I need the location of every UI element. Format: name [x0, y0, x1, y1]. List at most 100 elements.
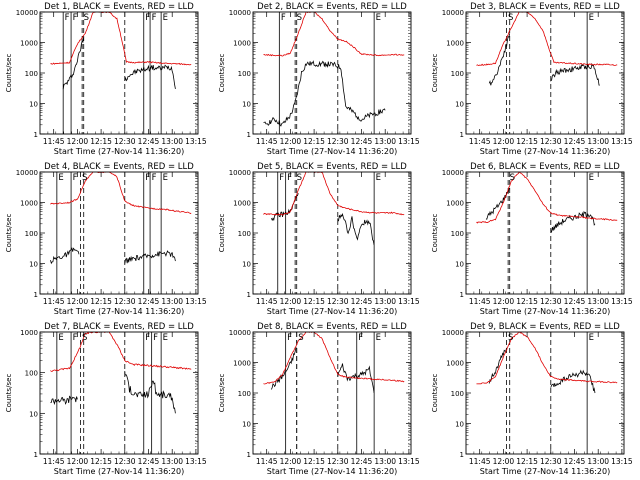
y-tick-label: 1000 [446, 200, 464, 208]
series-lld-line [476, 172, 618, 224]
marker-label: F [145, 13, 150, 23]
series-events-line [62, 37, 176, 90]
x-tick-label: 12:30 [114, 137, 136, 146]
y-tick-label: 10 [242, 101, 251, 109]
x-tick-label: 12:00 [493, 137, 515, 146]
y-tick-label: 1 [34, 451, 38, 459]
marker-label: E [58, 333, 63, 343]
series-events-line [50, 247, 176, 265]
x-tick-label: 12:45 [564, 137, 586, 146]
x-tick-label: 12:30 [327, 297, 349, 306]
y-tick-label: 1 [247, 451, 251, 459]
series-events-line [488, 33, 600, 86]
x-tick-label: 12:15 [90, 457, 112, 466]
panel-title: Det 2, BLACK = Events, RED = LLD [257, 2, 407, 12]
y-tick-label: 1 [34, 291, 38, 299]
panel-plot-area [50, 172, 192, 294]
x-tick-label: 13:15 [185, 457, 207, 466]
marker-label: E [163, 13, 168, 23]
y-tick-label: 100 [25, 370, 38, 378]
marker-label: E [163, 333, 168, 343]
x-tick-label: 12:15 [516, 297, 538, 306]
y-tick-label: 1 [460, 291, 464, 299]
panel-3: Det 3, BLACK = Events, RED = LLD Counts/s… [431, 2, 633, 156]
y-tick-label: 1 [247, 291, 251, 299]
x-tick-label: 13:00 [587, 297, 609, 306]
y-axis-label: Counts/sec [431, 54, 439, 93]
x-tick-label: 13:00 [161, 457, 183, 466]
series-lld-line [50, 172, 192, 214]
y-tick-label: 10000 [442, 329, 464, 337]
marker-label: S [82, 173, 87, 183]
x-axis-label: Start Time (27-Nov-14 11:36:20) [54, 467, 184, 476]
marker-label: F [358, 333, 363, 343]
marker-label: E [589, 333, 594, 343]
marker-label: F [152, 13, 157, 23]
series-events-line [485, 187, 596, 233]
y-tick-label: 10 [455, 421, 464, 429]
x-tick-label: 13:15 [185, 297, 207, 306]
y-tick-label: 100 [451, 390, 464, 398]
y-tick-label: 100 [25, 230, 38, 238]
series-events-line [271, 193, 375, 246]
x-tick-label: 11:45 [256, 457, 278, 466]
marker-label: E [58, 173, 63, 183]
marker-label: F [73, 173, 78, 183]
marker-label: F [73, 13, 78, 23]
x-axis-label: Start Time (27-Nov-14 11:36:20) [480, 467, 610, 476]
x-tick-label: 12:15 [516, 457, 538, 466]
series-lld-line [476, 332, 618, 385]
panel-plot-area [263, 332, 405, 454]
x-tick-label: 11:45 [256, 137, 278, 146]
marker-label: S [297, 13, 302, 23]
series-lld-line [263, 172, 405, 216]
marker-label: S [297, 173, 302, 183]
x-tick-label: 12:15 [516, 137, 538, 146]
marker-label: F [287, 333, 292, 343]
x-tick-label: 12:15 [303, 457, 325, 466]
marker-label: F [65, 13, 70, 23]
x-tick-label: 12:45 [351, 137, 373, 146]
x-tick-label: 13:15 [398, 137, 420, 146]
x-tick-label: 12:00 [280, 457, 302, 466]
marker-label: F [279, 173, 284, 183]
panel-1: Det 1, BLACK = Events, RED = LLD Counts/s… [5, 2, 207, 156]
marker-label: F [145, 173, 150, 183]
y-tick-label: 10 [455, 261, 464, 269]
y-tick-label: 10 [29, 101, 38, 109]
panel-title: Det 6, BLACK = Events, RED = LLD [470, 162, 620, 172]
x-tick-label: 11:45 [469, 137, 491, 146]
panel-9: Det 9, BLACK = Events, RED = LLD Counts/s… [431, 322, 633, 476]
panel-4: Det 4, BLACK = Events, RED = LLD Counts/s… [5, 162, 207, 316]
y-tick-label: 1000 [446, 360, 464, 368]
y-tick-label: 10 [29, 261, 38, 269]
x-tick-label: 11:45 [469, 457, 491, 466]
x-tick-label: 12:30 [540, 297, 562, 306]
y-tick-label: 100 [451, 70, 464, 78]
panel-title: Det 5, BLACK = Events, RED = LLD [257, 162, 407, 172]
y-tick-label: 10000 [229, 169, 251, 177]
marker-label: F [281, 13, 286, 23]
panel-7: Det 7, BLACK = Events, RED = LLD Counts/s… [5, 322, 207, 476]
x-tick-label: 13:15 [611, 297, 633, 306]
y-tick-label: 10 [242, 421, 251, 429]
x-tick-label: 12:15 [90, 137, 112, 146]
panel-plot-area [50, 12, 192, 134]
x-tick-label: 11:45 [43, 297, 65, 306]
plot-frame [465, 11, 625, 135]
y-tick-label: 10 [455, 101, 464, 109]
marker-label: E [376, 173, 381, 183]
y-axis-label: Counts/sec [218, 54, 226, 93]
x-tick-label: 12:45 [564, 297, 586, 306]
marker-label: F [287, 173, 292, 183]
panel-8: Det 8, BLACK = Events, RED = LLD Counts/s… [218, 322, 420, 476]
x-tick-label: 13:00 [161, 137, 183, 146]
y-tick-label: 1000 [20, 329, 38, 337]
x-axis-label: Start Time (27-Nov-14 11:36:20) [267, 307, 397, 316]
x-tick-label: 11:45 [43, 457, 65, 466]
x-tick-label: 11:45 [256, 297, 278, 306]
y-tick-label: 100 [238, 70, 251, 78]
x-tick-label: 12:00 [280, 137, 302, 146]
panel-plot-area [263, 12, 405, 134]
x-tick-label: 12:45 [564, 457, 586, 466]
